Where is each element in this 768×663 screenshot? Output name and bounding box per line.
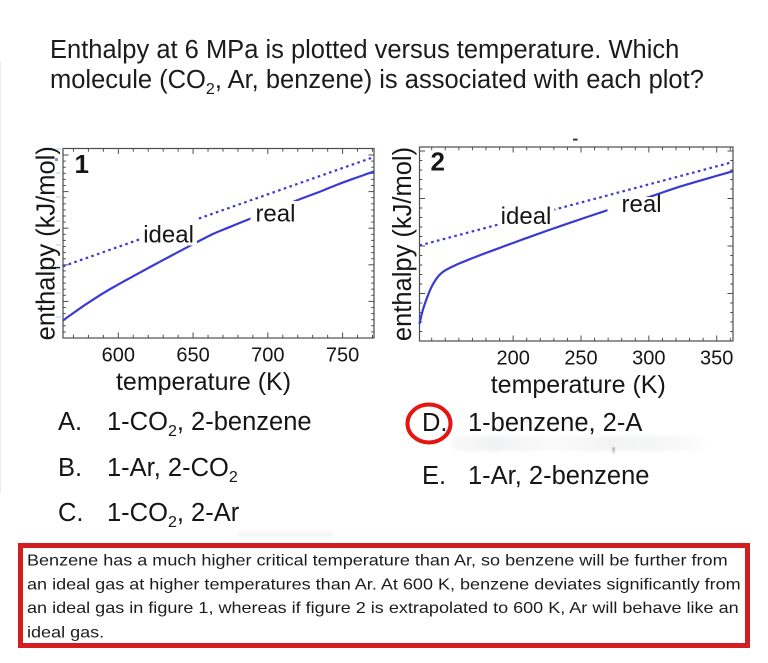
explanation-text: Benzene has a much higher critical tempe… (23, 548, 745, 644)
curve-label-bg (497, 200, 555, 227)
option-letter: A. (58, 407, 83, 436)
erased-ytick-artifacts (55, 148, 61, 318)
question-title: Enthalpy at 6 MPa is plotted versus temp… (50, 36, 704, 98)
subscript: 2 (228, 468, 238, 487)
curve-label-real: real (255, 200, 295, 227)
curve-label-real: real (622, 191, 662, 218)
curve-label-bg (607, 196, 666, 218)
option-A[interactable]: A. 1-CO2, 2-benzene (58, 407, 312, 439)
plot-frame (418, 146, 734, 342)
subscript: 2 (167, 512, 177, 531)
curve-label-ideal: ideal (501, 203, 552, 230)
chart-1: ideal real 1 600 650 700 750 temperature (K) ent… (33, 146, 375, 396)
y-axis-label: enthalpy (kJ/mol) (389, 147, 417, 341)
option-letter: C. (58, 498, 84, 527)
option-letter: E. (422, 462, 447, 490)
question-title-line-1: Enthalpy at 6 MPa is plotted versus temp… (50, 36, 680, 64)
plot-frame (62, 147, 375, 339)
curve-label-ideal: ideal (143, 221, 194, 248)
curve-label-bg (250, 200, 299, 228)
subscript: 2 (205, 79, 215, 98)
subscript: 2 (167, 421, 177, 440)
curve-label-bg (140, 218, 197, 246)
chart-2: ideal real 2 200 250 300 350 temperature (K) ent… (389, 146, 734, 399)
question-title-line-2: molecule (CO2, Ar, benzene) is associate… (50, 65, 704, 98)
panel-label-1: 1 (75, 149, 89, 179)
x-tick-label-650: 650 (176, 344, 209, 366)
option-text: 1-Ar, 2-benzene (468, 462, 650, 490)
series-ideal (419, 160, 734, 247)
axis-ticks (63, 148, 374, 338)
explanation-line-3: an ideal gas in figure 1, whereas if fig… (27, 599, 739, 617)
panel-label-2: 2 (431, 147, 445, 177)
x-tick-label-700: 700 (251, 344, 284, 366)
axis-ticks (419, 147, 733, 341)
explanation-line-4: ideal gas. (27, 623, 105, 641)
stray-dash-artifact (573, 138, 578, 141)
y-axis-label: enthalpy (kJ/mol) (33, 146, 61, 340)
erased-text-comma: , (610, 428, 617, 456)
x-tick-label-600: 600 (102, 344, 135, 366)
option-B[interactable]: B. 1-Ar, 2-CO2 (58, 454, 238, 485)
option-text: 1-Ar, 2-CO2 (107, 454, 238, 487)
explanation-line-2: an ideal gas at higher temperatures than… (27, 575, 741, 593)
x-tick-label-750: 750 (326, 344, 359, 366)
series-ideal (62, 155, 375, 268)
erased-text-smudge (452, 436, 704, 451)
option-text: 1-benzene, 2-A (468, 408, 643, 437)
enthalpy-charts: ideal real 1 600 650 700 750 temperature (K) ent… (33, 138, 734, 399)
option-letter: D. (422, 408, 448, 437)
option-E[interactable]: E. 1-Ar, 2-benzene (422, 462, 649, 490)
option-text: 1-CO2, 2-benzene (107, 407, 312, 440)
x-tick-label-350: 350 (700, 347, 733, 369)
smudge-artifact (238, 532, 333, 537)
x-axis-label: temperature (K) (491, 371, 666, 399)
option-C[interactable]: C. 1-CO2, 2-Ar (58, 498, 239, 530)
x-tick-label-300: 300 (632, 347, 665, 369)
x-axis-label: temperature (K) (116, 368, 291, 396)
x-tick-label-250: 250 (564, 347, 597, 369)
series-real (62, 170, 375, 322)
option-D[interactable]: D. 1-benzene, 2-A (422, 408, 642, 437)
option-letter: B. (58, 454, 83, 482)
x-tick-label-200: 200 (496, 347, 529, 369)
explanation-line-1: Benzene has a much higher critical tempe… (27, 551, 728, 570)
page-edge-line (0, 62, 1, 493)
series-real (418, 170, 734, 325)
explanation-box: Benzene has a much higher critical tempe… (18, 543, 750, 648)
option-text: 1-CO2, 2-Ar (107, 498, 240, 531)
